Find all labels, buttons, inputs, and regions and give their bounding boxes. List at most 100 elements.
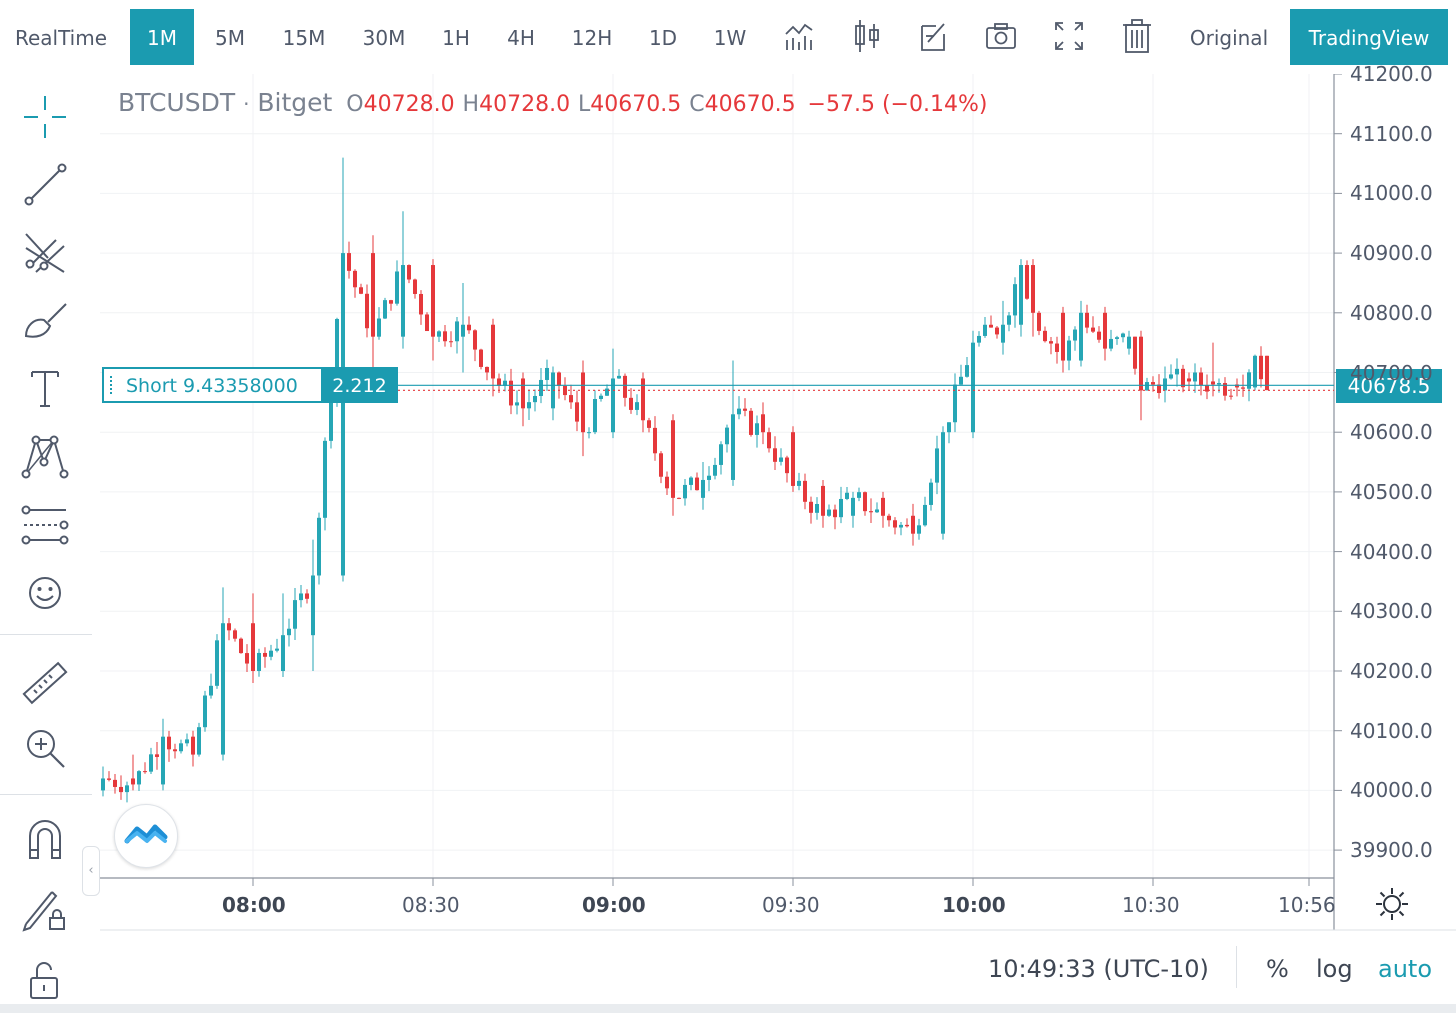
emoji-icon[interactable] — [20, 568, 70, 618]
indicators-icon[interactable] — [782, 18, 816, 54]
x-tick-label: 09:00 — [582, 893, 646, 917]
candle-down — [509, 380, 513, 406]
candle-up — [395, 271, 399, 304]
sidebar-divider — [0, 794, 92, 795]
camera-icon[interactable] — [984, 18, 1018, 54]
candle-down — [1061, 312, 1065, 361]
pitchfork-icon[interactable] — [20, 228, 70, 278]
candle-down — [449, 341, 453, 343]
edit-icon[interactable] — [916, 18, 950, 54]
timeframe-1h[interactable]: 1H — [442, 26, 470, 50]
log-scale-toggle[interactable]: log — [1316, 955, 1353, 983]
timeframe-30m[interactable]: 30M — [362, 26, 406, 50]
close-label: C — [689, 92, 705, 117]
candle-up — [1067, 340, 1071, 361]
fullscreen-icon[interactable] — [1052, 18, 1086, 54]
collapse-sidebar-button[interactable]: ‹ — [82, 846, 100, 896]
candle-down — [1139, 336, 1143, 391]
lock-drawing-icon[interactable] — [20, 884, 70, 934]
text-icon[interactable] — [20, 364, 70, 414]
unlock-icon[interactable] — [20, 954, 70, 1004]
candle-up — [287, 628, 291, 636]
candle-down — [467, 324, 471, 331]
y-tick-label: 40600.0 — [1350, 420, 1433, 445]
candle-up — [161, 736, 165, 785]
candle-down — [485, 366, 489, 373]
candle-down — [581, 372, 585, 433]
timeframe-5m[interactable]: 5M — [215, 26, 245, 50]
candle-down — [569, 395, 573, 403]
drag-handle-icon[interactable] — [110, 376, 115, 394]
pattern-icon[interactable] — [20, 432, 70, 482]
candle-down — [497, 378, 501, 386]
candle-up — [455, 321, 459, 342]
brush-icon[interactable] — [20, 296, 70, 346]
candle-up — [731, 414, 735, 480]
candle-up — [707, 475, 711, 480]
candle-up — [341, 253, 345, 576]
candle-up — [1193, 372, 1197, 382]
settings-gear-icon[interactable] — [1374, 886, 1410, 922]
candle-down — [167, 736, 171, 750]
sidebar-divider — [0, 634, 92, 635]
candle-down — [557, 372, 561, 386]
candle-up — [965, 365, 969, 377]
y-tick-label: 40400.0 — [1350, 539, 1433, 564]
candle-down — [107, 778, 111, 780]
auto-scale-toggle[interactable]: auto — [1378, 955, 1433, 983]
timeframe-1m[interactable]: 1M — [130, 9, 194, 65]
candle-down — [365, 293, 369, 329]
timeframe-12h[interactable]: 12H — [571, 26, 613, 50]
short-position-label[interactable]: Short 9.43358000 2.212 — [102, 367, 398, 403]
candle-up — [215, 640, 219, 686]
y-tick-label: 40900.0 — [1350, 241, 1433, 266]
candle-down — [1151, 382, 1155, 385]
candle-up — [1175, 368, 1179, 375]
timeframe-realtime[interactable]: RealTime — [14, 26, 108, 50]
chart-overlays — [398, 384, 1334, 391]
window-bottom-edge — [0, 1004, 1456, 1013]
tradingview-button[interactable]: TradingView — [1290, 9, 1448, 65]
ruler-icon[interactable] — [20, 658, 70, 708]
candle-up — [1115, 337, 1119, 339]
candle-up — [329, 393, 333, 441]
candle-up — [1121, 333, 1125, 338]
candle-up — [137, 771, 141, 785]
symbol-name[interactable]: BTCUSDT — [118, 88, 236, 117]
candle-down — [425, 314, 429, 332]
candle-down — [821, 485, 825, 516]
candle-down — [1031, 265, 1035, 313]
x-tick-label: 09:30 — [762, 893, 820, 917]
candle-up — [311, 575, 315, 636]
candle-up — [1079, 312, 1083, 361]
candle-up — [923, 504, 927, 526]
candle-down — [473, 330, 477, 350]
timeframe-15m[interactable]: 15M — [282, 26, 326, 50]
candle-down — [665, 476, 669, 489]
bitget-logo-button[interactable] — [114, 804, 178, 868]
candle-down — [419, 293, 423, 315]
x-tick-label: 08:30 — [402, 893, 460, 917]
trend-line-icon[interactable] — [20, 160, 70, 210]
candle-type-icon[interactable] — [850, 18, 884, 54]
magnet-icon[interactable] — [20, 814, 70, 864]
candle-up — [1127, 336, 1131, 349]
candle-down — [1187, 378, 1191, 382]
y-tick-label: 40000.0 — [1350, 778, 1433, 803]
trash-icon[interactable] — [1120, 18, 1154, 54]
candle-up — [1019, 265, 1023, 325]
percent-scale-toggle[interactable]: % — [1266, 955, 1289, 983]
zoom-in-icon[interactable] — [20, 722, 70, 772]
timeframe-1d[interactable]: 1D — [648, 26, 678, 50]
timeframe-4h[interactable]: 4H — [507, 26, 535, 50]
candle-down — [143, 771, 147, 773]
candle-up — [221, 623, 225, 755]
crosshair-icon[interactable] — [20, 92, 70, 142]
candle-down — [869, 511, 873, 513]
timeframe-1w[interactable]: 1W — [713, 26, 747, 50]
clock-timezone[interactable]: 10:49:33 (UTC-10) — [988, 955, 1209, 983]
candle-up — [275, 648, 279, 651]
original-view-button[interactable]: Original — [1189, 26, 1269, 50]
prediction-icon[interactable] — [20, 500, 70, 550]
